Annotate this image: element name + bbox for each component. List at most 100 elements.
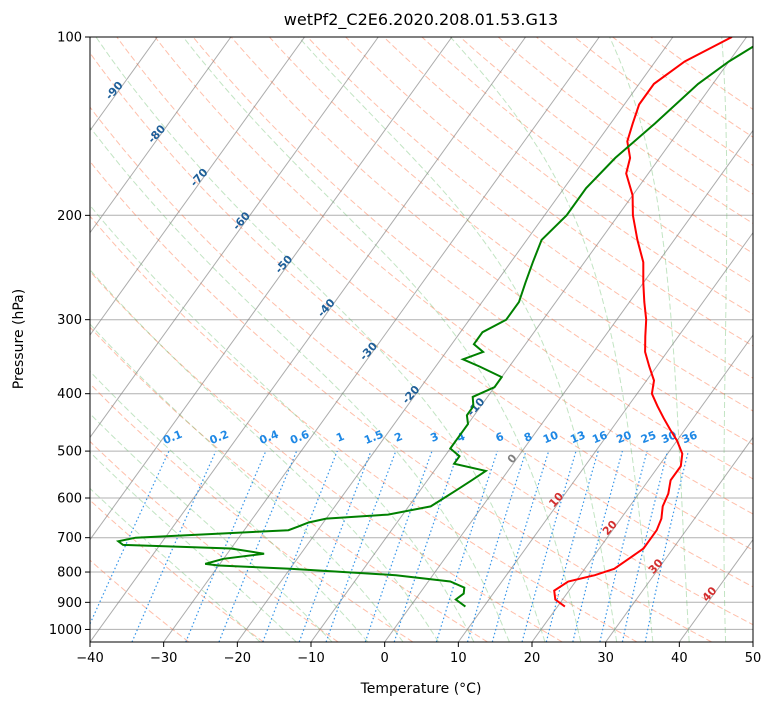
mixing-ratio-line: [90, 450, 170, 626]
dry-adiabat-line: [612, 37, 753, 138]
y-tick-label: 200: [57, 209, 82, 224]
background-lines: [0, 37, 753, 642]
moist-adiabat-line: [90, 126, 510, 642]
mixing-ratio-label: 25: [639, 428, 658, 446]
moist-adiabat-line: [90, 204, 475, 642]
isotherm-label: -20: [400, 383, 423, 407]
mixing-ratio-label: 1: [334, 430, 346, 445]
moist-adiabat-line: [90, 487, 261, 642]
moist-adiabat-line: [90, 269, 439, 642]
isotherm-label: -40: [315, 296, 338, 320]
mixing-ratio-line: [325, 450, 397, 642]
isotherm-line: [384, 129, 753, 642]
dry-adiabat-line: [497, 37, 753, 225]
dry-adiabat-line: [90, 383, 414, 642]
mixing-ratio-label: 13: [568, 428, 587, 446]
mixing-ratio-line: [466, 450, 527, 642]
x-axis-title: Temperature (°C): [360, 681, 482, 697]
moist-adiabat-line: [90, 370, 369, 642]
dry-adiabat-line: [421, 37, 753, 285]
mixing-ratio-label: 20: [614, 428, 633, 446]
mixing-ratio-label: 16: [590, 428, 609, 446]
isotherm-line: [90, 37, 306, 336]
isotherm-label: 40: [700, 584, 720, 604]
isotherm-label: -60: [230, 209, 253, 233]
isotherm-line: [678, 538, 753, 642]
mixing-ratio-line: [521, 450, 577, 642]
x-axis: −40 −30 −20 −10 0 10 20 30 40 50: [76, 642, 761, 666]
y-axis: 100 200 300 400 500 600 700 800 900 1000: [49, 31, 90, 638]
moist-adiabat-line: [721, 37, 728, 642]
y-axis-title: Pressure (hPa): [11, 289, 27, 389]
y-tick-label: 700: [57, 531, 82, 546]
isotherm-label: -50: [272, 252, 295, 276]
x-tick-label: 40: [671, 651, 688, 666]
mixing-ratio-line: [364, 450, 433, 642]
mixing-ratio-label: 8: [522, 430, 534, 445]
isotherm-line: [531, 334, 753, 642]
x-tick-label: −30: [150, 651, 177, 666]
isotherm-line: [90, 37, 453, 541]
moist-adiabat-line: [90, 451, 297, 642]
mixing-ratio-line: [393, 450, 460, 642]
y-tick-label: 500: [57, 445, 82, 460]
isotherm-label: -70: [188, 166, 211, 190]
chart-title: wetPf2_C2E6.2020.208.01.53.G13: [284, 10, 558, 30]
plot-frame: [89, 36, 754, 643]
y-tick-label: 800: [57, 566, 82, 581]
x-tick-label: 10: [450, 651, 467, 666]
x-tick-label: 50: [745, 651, 762, 666]
mixing-ratio-label: 30: [659, 428, 678, 446]
dry-adiabat-line: [90, 215, 638, 642]
mixing-ratio-label: 3: [429, 430, 441, 445]
dry-adiabat-line: [230, 37, 753, 446]
moist-adiabat-line: [609, 37, 690, 642]
mixing-ratio-line: [185, 450, 267, 642]
moist-adiabat-line: [298, 37, 618, 642]
isotherm-line: [752, 641, 753, 642]
mixing-ratio-label: 1.5: [362, 428, 385, 447]
mixing-ratio-line: [599, 450, 648, 642]
mixing-ratio-label: 36: [680, 428, 699, 446]
dry-adiabat-line: [90, 270, 563, 642]
x-tick-label: 20: [524, 651, 541, 666]
dry-adiabat-line: [154, 37, 753, 515]
y-tick-label: 1000: [49, 623, 82, 638]
temperature-profile-line: [553, 37, 733, 608]
dry-adiabat-line: [269, 37, 753, 412]
mixing-ratio-label: 6: [494, 430, 506, 445]
mixing-ratio-line: [644, 450, 689, 642]
dewpoint-profile-line: [115, 45, 753, 608]
x-tick-label: −10: [297, 651, 324, 666]
isotherm-line: [605, 436, 753, 642]
profile-lines: [115, 37, 753, 608]
dry-adiabat-line: [116, 37, 753, 551]
y-tick-label: 600: [57, 492, 82, 507]
x-tick-label: −40: [76, 651, 103, 666]
dry-adiabat-line: [90, 106, 753, 626]
isotherm-line: [0, 37, 10, 642]
isotherm-line: [90, 37, 379, 439]
mixing-ratio-label: 0.2: [208, 428, 231, 447]
dry-adiabat-line: [90, 326, 488, 642]
mixing-ratio-line: [545, 450, 599, 642]
moist-adiabat-line: [182, 37, 582, 642]
moist-adiabat-line: [90, 413, 333, 642]
moist-adiabat-line: [450, 37, 654, 642]
isotherm-line: [90, 37, 527, 642]
isotherm-line: [163, 37, 600, 642]
dry-adiabat-line: [90, 499, 264, 642]
mixing-ratio-label: 0.4: [258, 428, 281, 447]
mixing-ratio-line: [572, 450, 623, 642]
isotherm-label: 10: [546, 490, 566, 510]
dry-adiabat-line: [459, 37, 753, 254]
x-tick-label: 0: [381, 651, 389, 666]
isotherm-line: [310, 37, 748, 642]
isotherm-label: -90: [103, 79, 126, 103]
dry-adiabat-line: [383, 37, 753, 315]
mixing-ratio-label: 10: [541, 428, 560, 446]
dry-adiabat-line: [307, 37, 753, 379]
moist-adiabat-line: [95, 37, 546, 642]
y-tick-label: 400: [57, 387, 82, 402]
